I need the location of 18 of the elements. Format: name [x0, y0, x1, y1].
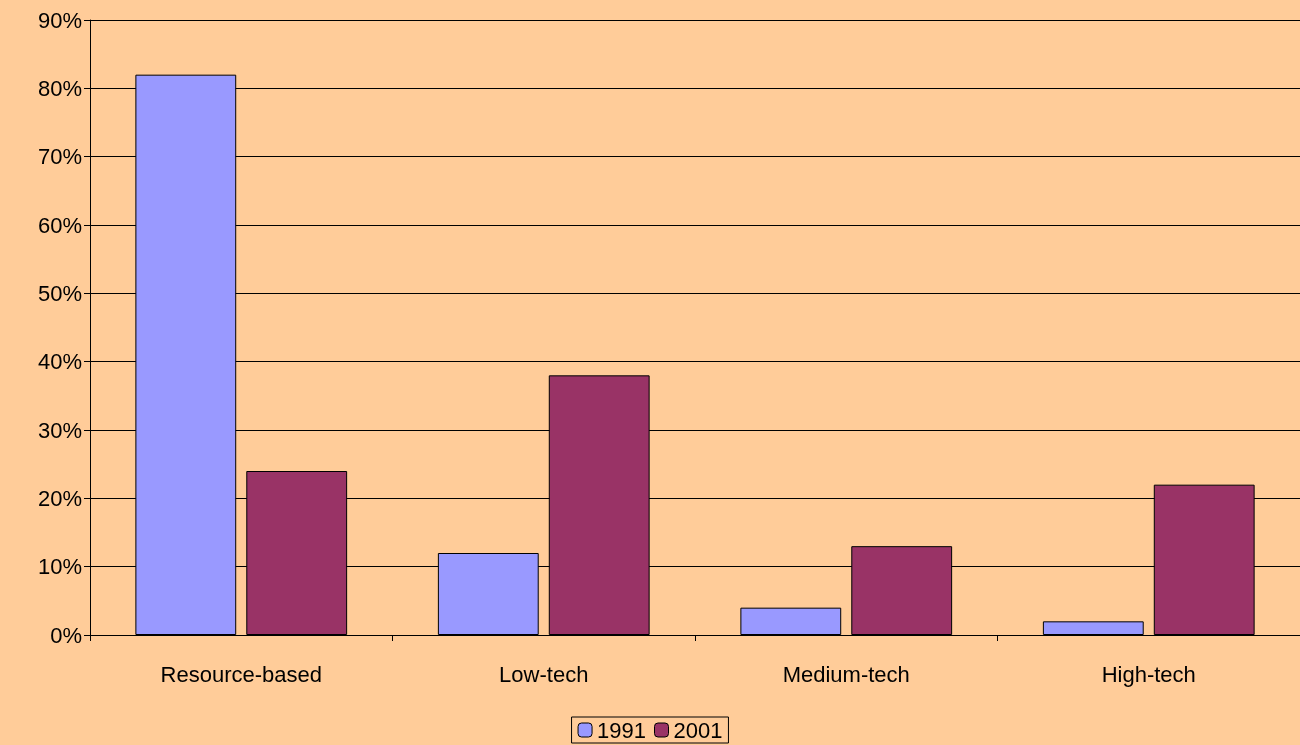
y-tick-label: 90% [37, 7, 82, 33]
y-tick-label: 20% [37, 485, 82, 511]
bar [740, 607, 842, 635]
x-tick-label: Low-tech [499, 661, 589, 687]
y-tick-label: 60% [37, 212, 82, 238]
y-tick-label: 0% [50, 622, 82, 648]
y-tick-label: 70% [37, 144, 82, 170]
x-tick-label: Medium-tech [782, 661, 910, 687]
y-tick-label: 30% [37, 417, 82, 443]
y-tick-label: 80% [37, 75, 82, 101]
bar [1042, 621, 1144, 635]
y-tick-label: 40% [37, 349, 82, 375]
x-tick-label: High-tech [1101, 661, 1196, 687]
y-tick-label: 10% [37, 554, 82, 580]
x-tick-label: Resource-based [160, 661, 322, 687]
legend-label: 1991 [597, 717, 647, 743]
legend-label: 2001 [673, 717, 723, 743]
y-tick-label: 50% [37, 280, 82, 306]
